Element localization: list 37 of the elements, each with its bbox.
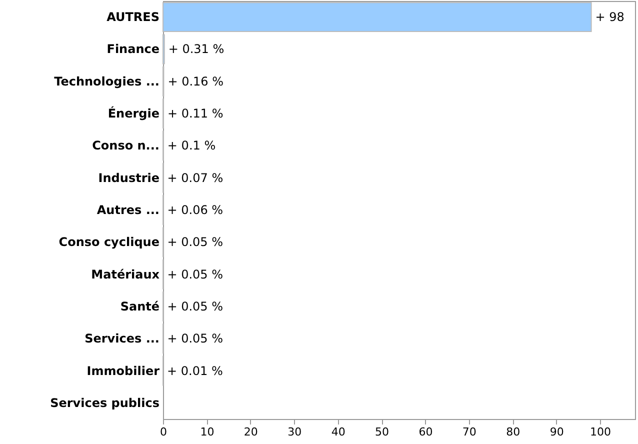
y-tick-label: AUTRES — [106, 10, 160, 24]
y-tick-label: Industrie — [98, 170, 160, 185]
y-tick-label: Matériaux — [91, 267, 160, 282]
x-tick-label: 70 — [462, 426, 476, 438]
y-tick-label: Énergie — [108, 106, 160, 121]
x-tick-label: 50 — [375, 426, 390, 438]
x-tick-label: 10 — [200, 426, 214, 438]
data-label: + 0.16 % — [168, 74, 224, 88]
data-label: + 0.01 % — [167, 364, 223, 378]
y-tick-label: Services publics — [50, 396, 160, 410]
x-tick-label: 80 — [506, 426, 520, 438]
y-tick-label: Conso cyclique — [58, 235, 160, 250]
data-label: + 0.05 % — [167, 332, 224, 346]
data-label: + 0.05 % — [167, 299, 224, 314]
data-label: + 0.07 % — [167, 170, 224, 185]
data-label: + 0.1 % — [167, 138, 216, 153]
x-tick-label: 0 — [160, 426, 167, 438]
y-tick-label: Santé — [120, 299, 160, 314]
y-tick-label: Finance — [106, 42, 160, 56]
x-tick-label: 20 — [244, 426, 258, 438]
data-label: + 0.06 % — [167, 203, 224, 217]
bar — [162, 2, 592, 32]
x-tick-label: 30 — [288, 426, 302, 438]
y-tick-label: Technologies ... — [54, 74, 160, 88]
y-tick-label: Conso n... — [92, 138, 160, 153]
data-label: + 0.11 % — [167, 106, 224, 121]
x-tick-label: 60 — [418, 426, 433, 438]
x-tick-label: 40 — [331, 426, 346, 438]
y-tick-label: Autres ... — [96, 203, 160, 217]
data-label: + 98 — [595, 10, 624, 24]
y-tick-label: Services ... — [84, 332, 160, 346]
data-label: + 0.05 % — [167, 267, 224, 282]
data-label: + 0.05 % — [167, 235, 224, 250]
data-label: + 0.31 % — [168, 42, 224, 56]
x-tick-label: 90 — [550, 426, 564, 438]
y-tick-label: Immobilier — [86, 364, 160, 378]
x-tick-label: 100 — [590, 426, 612, 438]
